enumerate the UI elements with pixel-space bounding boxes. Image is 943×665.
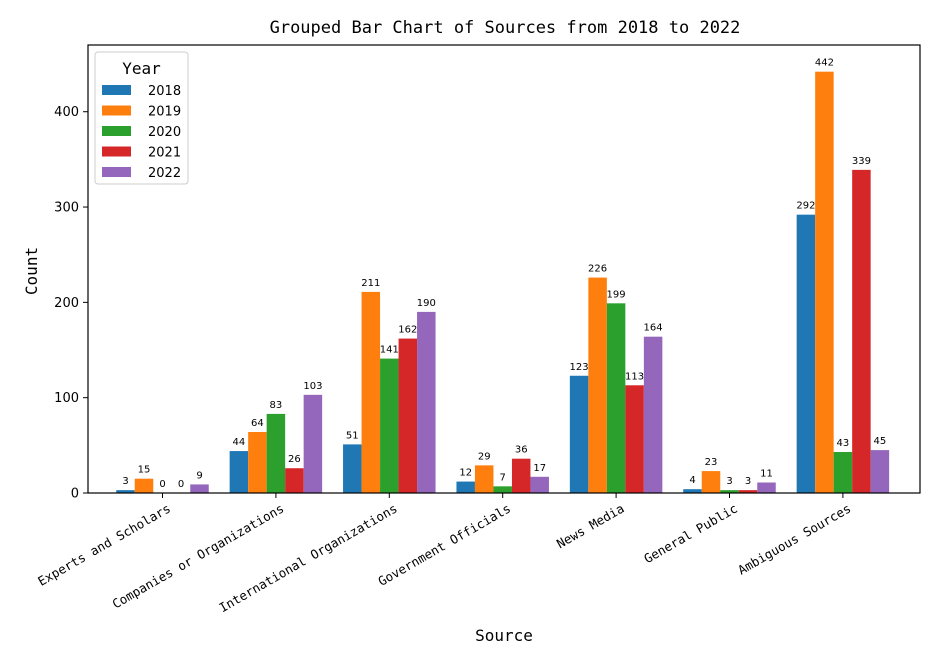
data-label: 199 [607,289,626,300]
data-label: 11 [760,469,773,480]
data-label: 0 [159,479,165,490]
bar-2021-ambiguous-sources [852,169,871,493]
x-tick-label: International Organizations [216,501,399,616]
data-label: 44 [233,437,246,448]
x-tick-label: General Public [641,501,740,567]
legend: Year 2018 2019 2020 2021 2022 [94,51,189,185]
data-label: 43 [837,438,850,449]
data-label: 17 [533,463,546,474]
x-tick-label: Ambiguous Sources [735,501,853,578]
data-label: 45 [874,436,887,447]
data-label: 141 [380,345,399,356]
bar-2019-ambiguous-sources [815,71,834,493]
data-label: 292 [796,201,815,212]
bar-2022-experts-and-scholars [190,484,209,493]
data-label: 4 [689,475,695,486]
bar-2022-news-media [643,336,663,493]
bar-2020-companies-or-organizations [266,413,286,493]
x-axis-label: Source [475,626,533,645]
bar-2019-international-organizations [361,291,381,493]
data-label: 9 [196,470,202,481]
bar-2021-international-organizations [398,338,418,493]
bar-2019-government-officials [474,465,494,493]
data-label: 211 [361,278,380,289]
data-label: 226 [588,264,607,275]
bar-2018-experts-and-scholars [116,490,135,493]
data-label: 36 [515,445,528,456]
bar-2019-news-media [588,277,607,493]
bar-2022-government-officials [530,476,549,493]
data-label: 7 [500,472,506,483]
data-label: 64 [251,418,264,429]
data-label: 442 [815,58,834,69]
bar-2019-companies-or-organizations [248,432,267,493]
data-label: 113 [625,371,644,382]
data-label: 123 [570,362,589,373]
data-label: 164 [644,323,663,334]
data-labels-layer: 3 15 0 0 9 44 64 83 26 103 51 211 141 162 190 12 29 7 36 17… [122,58,886,490]
chart-title: Grouped Bar Chart of Sources from 2018 t… [270,18,741,38]
bar-2018-companies-or-organizations [229,451,249,493]
legend-swatch-2022 [102,167,131,177]
bar-2020-international-organizations [380,358,399,493]
legend-swatch-2018 [102,85,131,95]
data-label: 3 [745,476,751,487]
data-label: 339 [852,156,871,167]
bar-2020-news-media [606,303,626,493]
legend-swatch-2020 [102,126,131,136]
bars-layer [116,71,890,494]
bar-2020-government-officials [493,486,512,493]
bar-2018-general-public [683,489,702,493]
bar-2019-experts-and-scholars [134,478,154,493]
legend-label-2020: 2020 [148,125,181,140]
bar-2018-ambiguous-sources [796,214,816,494]
plot-frame [87,44,921,494]
bar-2021-companies-or-organizations [285,468,304,493]
y-axis-label: Count [22,247,41,295]
data-label: 23 [705,457,718,468]
data-label: 26 [288,454,301,465]
legend-label-2022: 2022 [148,166,181,181]
legend-label-2018: 2018 [148,84,181,99]
legend-swatch-2019 [102,105,131,116]
data-label: 3 [726,476,732,487]
bar-2021-news-media [625,385,644,493]
data-label: 3 [122,476,128,487]
y-tick-label: 100 [54,391,79,406]
bar-2020-ambiguous-sources [833,452,853,493]
legend-title: Year [122,59,161,78]
y-tick-label: 300 [54,201,79,216]
data-label: 83 [270,400,283,411]
y-tick-label: 400 [54,105,79,120]
bar-2018-government-officials [456,481,475,493]
bar-2018-international-organizations [343,444,362,493]
bar-2019-general-public [701,471,721,493]
bar-2020-general-public [720,490,739,493]
data-label: 12 [459,468,472,479]
bar-2021-general-public [738,490,758,493]
data-label: 190 [417,298,436,309]
y-tick-label: 0 [71,487,79,502]
bar-2022-ambiguous-sources [870,450,890,493]
data-label: 29 [478,451,491,462]
bar-2022-international-organizations [417,311,436,493]
x-tick-label: News Media [554,501,627,552]
legend-label-2021: 2021 [148,146,181,161]
legend-swatch-2021 [102,146,131,157]
data-label: 51 [346,430,359,441]
data-label: 15 [138,465,151,476]
bar-2022-companies-or-organizations [303,394,323,493]
bar-2021-government-officials [511,458,531,493]
data-label: 0 [178,479,184,490]
data-label: 103 [303,381,322,392]
y-tick-label: 200 [54,296,79,311]
bar-2022-general-public [757,482,776,493]
bar-2018-news-media [569,375,589,493]
data-label: 162 [398,325,417,336]
legend-label-2019: 2019 [148,105,181,120]
